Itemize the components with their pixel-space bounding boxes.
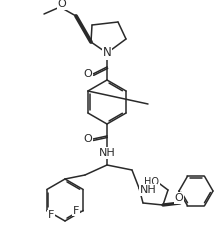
Text: O: O: [84, 69, 92, 79]
Text: N: N: [103, 46, 111, 60]
Text: O: O: [175, 193, 183, 203]
Text: HO: HO: [144, 177, 159, 187]
Text: F: F: [48, 210, 54, 220]
Text: F: F: [73, 205, 79, 215]
Text: O: O: [84, 134, 92, 144]
Text: O: O: [58, 0, 66, 9]
Text: NH: NH: [140, 185, 156, 195]
Text: NH: NH: [99, 148, 115, 158]
